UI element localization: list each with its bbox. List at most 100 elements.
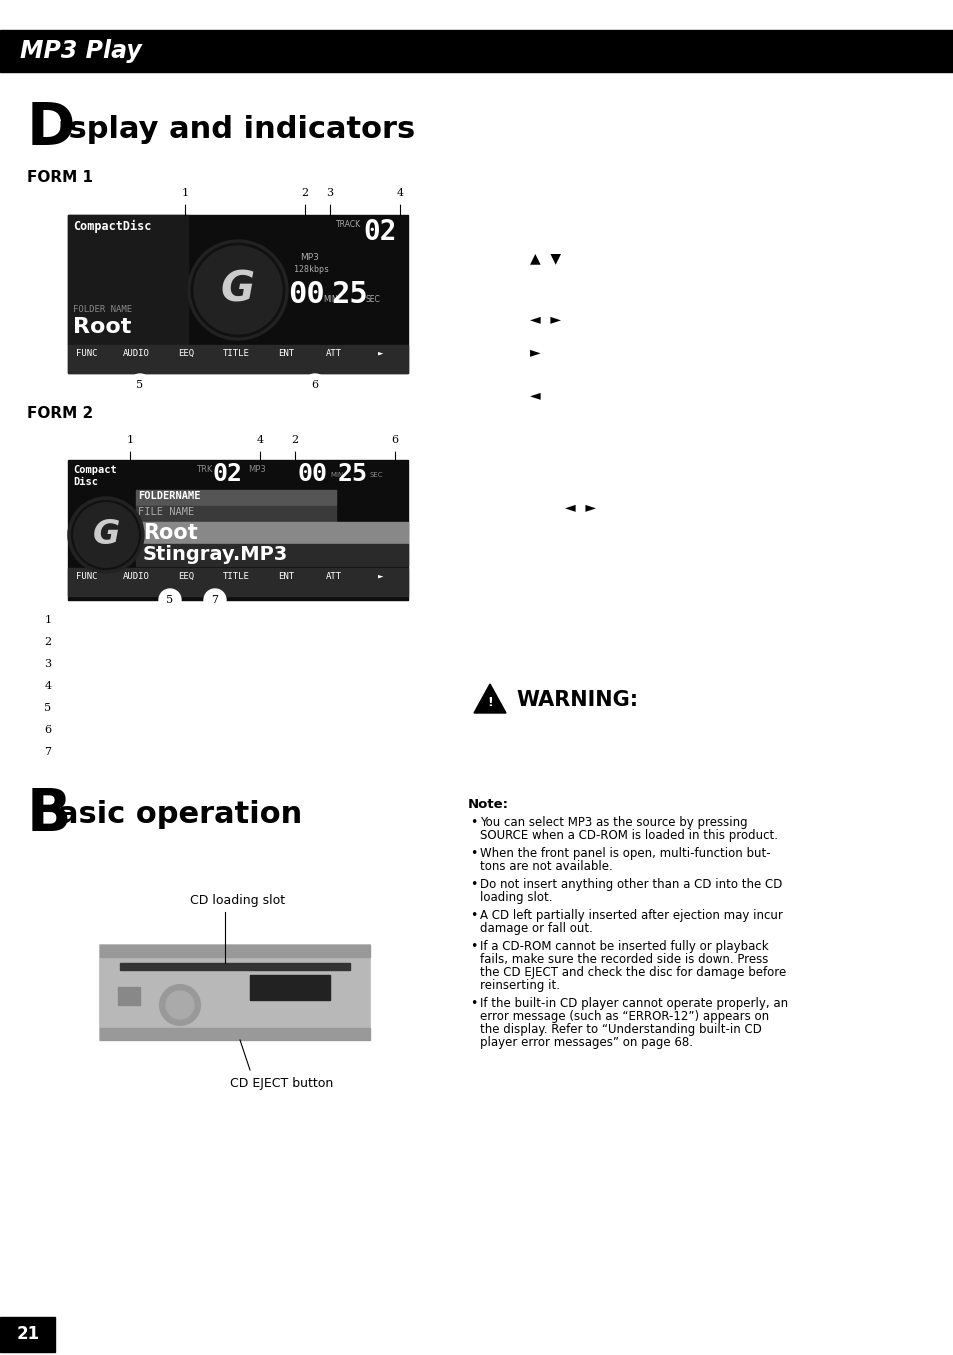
Text: 00: 00 [297,462,328,486]
Text: Do not insert anything other than a CD into the CD: Do not insert anything other than a CD i… [479,878,781,892]
Circle shape [318,182,340,205]
Text: FORM 2: FORM 2 [27,406,93,421]
Text: MP3: MP3 [248,465,266,474]
Circle shape [160,985,200,1024]
Circle shape [37,653,59,675]
Text: ATT: ATT [326,572,342,581]
Circle shape [37,696,59,720]
Text: 5: 5 [136,379,143,390]
Text: ENT: ENT [277,572,294,581]
Bar [0,1317,55,1352]
Text: tons are not available.: tons are not available. [479,860,612,873]
Text: ATT: ATT [326,350,342,358]
Text: FUNC: FUNC [76,572,97,581]
Text: •: • [470,997,476,1009]
Text: CD loading slot: CD loading slot [190,894,285,906]
Text: TRK: TRK [195,465,213,474]
Text: 3: 3 [45,659,51,669]
Circle shape [68,497,144,573]
Text: 7: 7 [212,595,218,604]
Text: ◄  ►: ◄ ► [564,501,596,515]
Bar [68,459,408,600]
Polygon shape [474,684,505,713]
Text: •: • [470,847,476,860]
Bar [68,568,408,596]
Text: G: G [221,270,254,312]
Bar [100,944,370,957]
Bar [68,215,188,346]
Text: error message (such as “ERROR-12”) appears on: error message (such as “ERROR-12”) appea… [479,1009,768,1023]
Text: ENT: ENT [277,350,294,358]
Text: 5: 5 [166,595,173,604]
Bar [68,215,408,373]
Circle shape [37,741,59,763]
Text: 4: 4 [396,188,403,198]
Text: 6: 6 [311,379,318,390]
Text: isplay and indicators: isplay and indicators [58,115,415,144]
Text: 6: 6 [391,435,398,444]
Text: TRACK: TRACK [335,220,361,229]
Text: player error messages” on page 68.: player error messages” on page 68. [479,1037,692,1049]
Text: B: B [27,786,71,843]
Text: 25: 25 [337,462,368,486]
Text: FILE NAME: FILE NAME [138,507,194,518]
Bar [68,346,408,373]
Text: 21: 21 [16,1325,39,1343]
Text: AUDIO: AUDIO [123,572,150,581]
Text: fails, make sure the recorded side is down. Press: fails, make sure the recorded side is do… [479,953,767,966]
Text: ◄: ◄ [530,388,540,402]
Text: •: • [470,909,476,921]
Circle shape [129,374,151,396]
Text: 25: 25 [331,280,367,309]
Bar [136,543,408,566]
Text: MIN: MIN [330,472,343,478]
Text: CompactDisc: CompactDisc [73,220,152,233]
Text: 128kbps: 128kbps [294,266,329,274]
Circle shape [384,430,406,451]
Text: ◄  ►: ◄ ► [530,313,560,327]
Text: 7: 7 [45,747,51,757]
Bar [118,986,140,1005]
Circle shape [37,631,59,653]
Text: You can select MP3 as the source by pressing: You can select MP3 as the source by pres… [479,816,747,829]
Text: •: • [470,940,476,953]
Circle shape [37,608,59,631]
Text: •: • [470,878,476,892]
Text: •: • [470,816,476,829]
Circle shape [37,720,59,741]
Text: Note:: Note: [468,798,509,812]
Bar [100,944,370,1041]
Text: 3: 3 [326,188,334,198]
Text: the CD EJECT and check the disc for damage before: the CD EJECT and check the disc for dama… [479,966,785,980]
Text: 02: 02 [213,462,243,486]
Text: Stingray.MP3: Stingray.MP3 [143,545,288,564]
Text: 00: 00 [288,280,324,309]
Circle shape [304,374,326,396]
Text: FORM 1: FORM 1 [27,169,92,186]
Text: 02: 02 [363,218,396,247]
Text: MP3: MP3 [299,253,318,262]
Text: MIN: MIN [323,295,337,304]
Circle shape [159,589,181,611]
Text: 5: 5 [45,703,51,713]
Circle shape [204,589,226,611]
Circle shape [294,182,315,205]
Text: !: ! [487,695,493,709]
Circle shape [188,240,288,340]
Text: 6: 6 [45,725,51,734]
Text: If a CD-ROM cannot be inserted fully or playback: If a CD-ROM cannot be inserted fully or … [479,940,768,953]
Circle shape [389,182,411,205]
Text: FUNC: FUNC [76,350,97,358]
Text: 2: 2 [45,637,51,646]
Text: Root: Root [143,523,197,543]
Bar [250,976,330,1000]
Text: the display. Refer to “Understanding built-in CD: the display. Refer to “Understanding bui… [479,1023,761,1037]
Text: G: G [92,519,119,551]
Bar [136,522,408,543]
Text: ▲  ▼: ▲ ▼ [530,251,560,266]
Text: Compact: Compact [73,465,116,476]
Text: SEC: SEC [366,295,380,304]
Text: 2: 2 [301,188,308,198]
Text: 1: 1 [127,435,133,444]
Text: ►: ► [530,346,540,359]
